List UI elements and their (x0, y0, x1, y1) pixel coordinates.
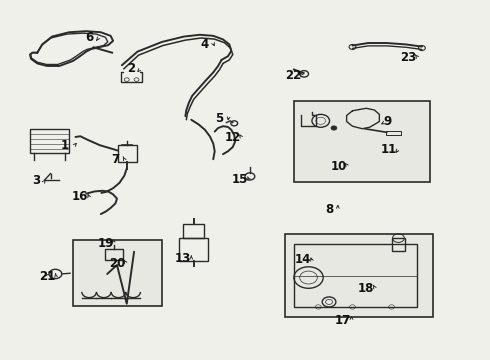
Text: 21: 21 (39, 270, 55, 283)
Text: 14: 14 (294, 253, 311, 266)
Text: 6: 6 (85, 31, 94, 45)
Text: 1: 1 (61, 139, 69, 152)
Text: 20: 20 (109, 257, 125, 270)
Text: 17: 17 (335, 314, 351, 327)
Text: 7: 7 (111, 153, 120, 166)
Text: 3: 3 (32, 174, 40, 187)
Circle shape (331, 126, 337, 130)
Text: 5: 5 (216, 112, 224, 125)
Text: 18: 18 (358, 282, 374, 295)
Text: 15: 15 (232, 173, 248, 186)
FancyBboxPatch shape (285, 234, 433, 317)
FancyBboxPatch shape (294, 101, 430, 182)
Text: 4: 4 (201, 38, 209, 51)
Text: 19: 19 (98, 237, 114, 250)
Text: 12: 12 (224, 131, 241, 144)
Text: 13: 13 (174, 252, 191, 265)
Text: 11: 11 (381, 143, 397, 156)
Text: 8: 8 (325, 203, 333, 216)
FancyBboxPatch shape (73, 240, 162, 306)
Text: 23: 23 (400, 51, 417, 64)
Text: 9: 9 (384, 116, 392, 129)
Text: 2: 2 (127, 62, 136, 75)
Text: 16: 16 (72, 190, 88, 203)
Text: 10: 10 (331, 160, 347, 173)
Text: 22: 22 (285, 69, 301, 82)
